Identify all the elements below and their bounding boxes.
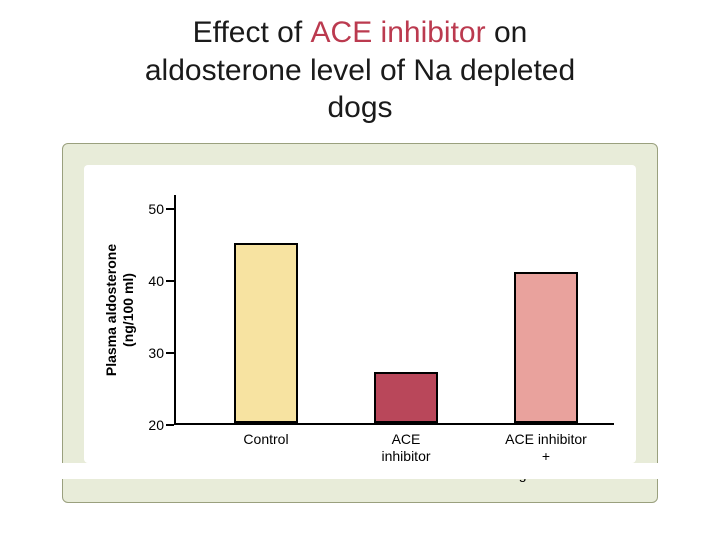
y-tick (166, 424, 174, 426)
y-tick-label: 20 (128, 417, 164, 433)
decorative-band (62, 463, 658, 479)
x-category-label: Control (196, 431, 336, 449)
slide: Effect of ACE inhibitor on aldosterone l… (0, 0, 720, 540)
y-tick-label: 30 (128, 345, 164, 361)
slide-title: Effect of ACE inhibitor on aldosterone l… (0, 0, 720, 135)
chart-panel: Plasma aldosterone (ng/100 ml) 20304050C… (62, 143, 658, 503)
y-tick-label: 50 (128, 201, 164, 217)
y-tick (166, 352, 174, 354)
bar-chart: 20304050ControlACEinhibitorACE inhibitor… (174, 195, 614, 425)
bar (234, 243, 298, 423)
title-text: Effect of (193, 16, 311, 49)
y-tick-label: 40 (128, 273, 164, 289)
title-text: dogs (327, 91, 392, 124)
y-axis-label-line: Plasma aldosterone (103, 243, 119, 375)
y-axis (174, 195, 176, 425)
x-category-label: ACEinhibitor (336, 431, 476, 466)
title-text: on (486, 16, 528, 49)
bar (514, 272, 578, 423)
title-highlight: ACE inhibitor (311, 16, 486, 49)
y-tick (166, 208, 174, 210)
x-axis (174, 423, 614, 425)
y-tick (166, 280, 174, 282)
title-text: aldosterone level of Na depleted (145, 54, 575, 87)
panel-inner: Plasma aldosterone (ng/100 ml) 20304050C… (84, 165, 636, 463)
bar (374, 372, 438, 422)
